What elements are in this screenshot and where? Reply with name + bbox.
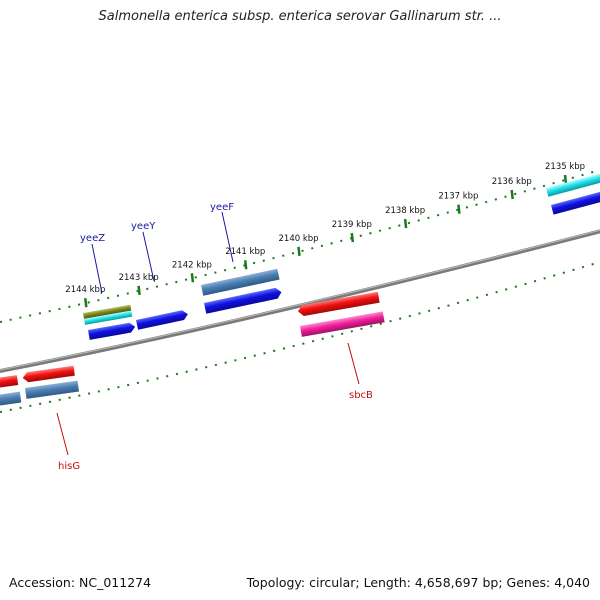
gene-red-sbcB[interactable] bbox=[297, 291, 380, 317]
gene-steel-left-edge[interactable] bbox=[0, 391, 22, 406]
gene-olive-yeeZ[interactable] bbox=[83, 304, 132, 319]
leader-sbcB bbox=[347, 342, 360, 385]
kbp-tick-2144 bbox=[84, 298, 88, 308]
kbp-tick-2136 bbox=[510, 189, 514, 200]
gene-blue-yeeZ[interactable] bbox=[88, 322, 136, 340]
leader-hisG bbox=[56, 412, 69, 456]
gene-label-yeeY[interactable]: yeeY bbox=[131, 221, 156, 232]
kbp-label-2144: 2144 kbp bbox=[65, 285, 105, 295]
gene-steel-yeeF[interactable] bbox=[201, 268, 280, 296]
kbp-tick-2141 bbox=[243, 260, 248, 270]
kbp-tick-2142 bbox=[190, 273, 195, 283]
reverse-tick-track bbox=[0, 261, 600, 413]
kbp-tick-2139 bbox=[350, 232, 355, 243]
kbp-label-2142: 2142 kbp bbox=[172, 260, 212, 270]
gene-red-left-edge[interactable] bbox=[0, 375, 19, 388]
gene-cyan-2135[interactable] bbox=[546, 171, 600, 197]
gene-blue-yeeF[interactable] bbox=[204, 287, 283, 314]
gene-label-sbcB[interactable]: sbcB bbox=[349, 390, 373, 401]
leader-yeeF bbox=[221, 211, 234, 263]
kbp-tick-2143 bbox=[137, 285, 141, 296]
gene-label-yeeF[interactable]: yeeF bbox=[210, 202, 234, 213]
kbp-label-2143: 2143 kbp bbox=[119, 273, 159, 283]
forward-tick-track bbox=[0, 169, 600, 323]
chromosome-backbone bbox=[0, 229, 600, 374]
map-title: Salmonella enterica subsp. enterica sero… bbox=[98, 9, 502, 24]
kbp-label-2135: 2135 kbp bbox=[545, 162, 585, 172]
gene-pink-sbcB[interactable] bbox=[300, 311, 385, 337]
leader-yeeZ bbox=[91, 243, 103, 294]
gene-label-hisG[interactable]: hisG bbox=[58, 461, 80, 472]
leader-yeeY bbox=[142, 231, 155, 282]
kbp-label-2138: 2138 kbp bbox=[385, 206, 425, 216]
kbp-tick-2140 bbox=[297, 246, 301, 256]
kbp-tick-2138 bbox=[403, 218, 408, 229]
accession-label: Accession: NC_011274 bbox=[9, 575, 152, 590]
gene-red-hisG[interactable] bbox=[22, 365, 75, 383]
kbp-label-2136: 2136 kbp bbox=[492, 177, 532, 187]
kbp-label-2141: 2141 kbp bbox=[225, 247, 265, 257]
kbp-label-2137: 2137 kbp bbox=[438, 192, 478, 202]
kbp-label-2139: 2139 kbp bbox=[332, 220, 372, 230]
tick-marks: 2135 kbp 2136 kbp 2137 kbp 2138 kbp 2139 kbp… bbox=[65, 162, 585, 308]
gene-cyan-yeeZ[interactable] bbox=[84, 310, 133, 325]
kbp-tick-2135 bbox=[563, 174, 568, 185]
gene-blue-yeeY[interactable] bbox=[136, 309, 189, 330]
gene-label-yeeZ[interactable]: yeeZ bbox=[80, 233, 105, 244]
gene-blue-2135[interactable] bbox=[551, 189, 600, 215]
chromosome-backbone-highlight bbox=[0, 229, 600, 371]
genome-summary: Topology: circular; Length: 4,658,697 bp… bbox=[246, 575, 590, 590]
kbp-tick-2137 bbox=[457, 204, 461, 214]
kbp-label-2140: 2140 kbp bbox=[279, 234, 319, 244]
gene-steel-hisG[interactable] bbox=[25, 380, 80, 399]
